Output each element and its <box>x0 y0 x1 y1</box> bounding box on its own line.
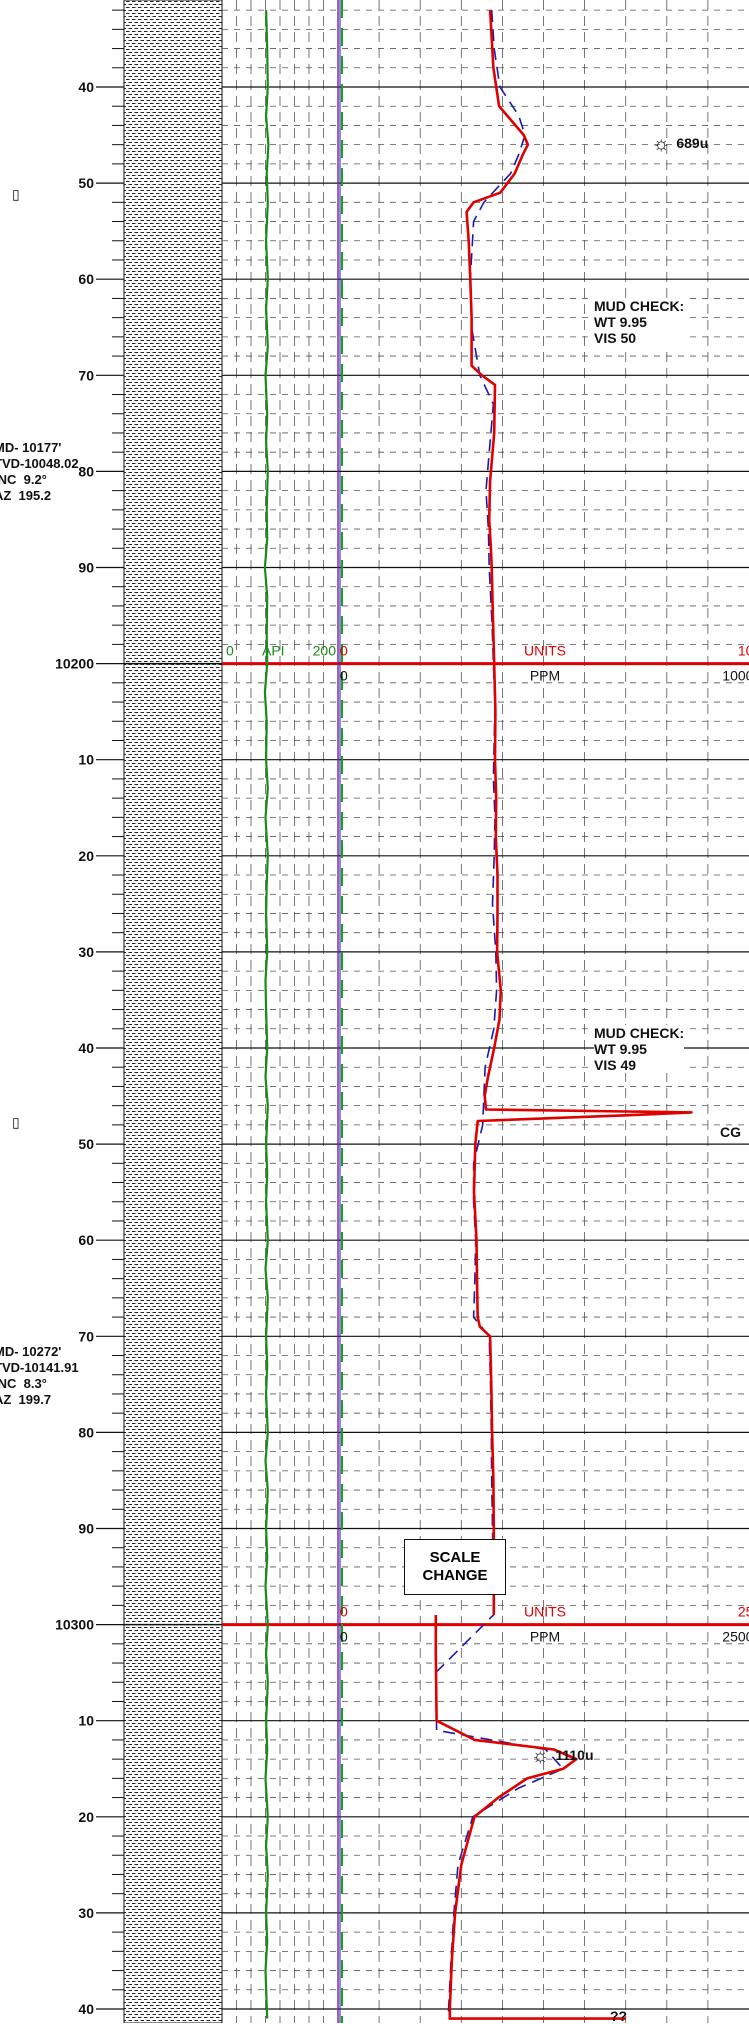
depth-label: 40 <box>78 79 94 95</box>
depth-label: 70 <box>78 1328 94 1344</box>
ppm-scale-unit: PPM <box>530 668 560 684</box>
ppm-scale-unit: PPM <box>530 1629 560 1645</box>
depth-label: 30 <box>78 944 94 960</box>
total-gas-curve <box>465 10 693 1615</box>
ppm-scale-max: 100000 <box>722 668 749 684</box>
scale-header: 0 UNITS 2500 0 PPM 250000 <box>340 1604 749 1645</box>
gas-peak-note-2: ☼ 1110u <box>531 1745 594 1767</box>
gas-scale-unit: UNITS <box>524 1604 566 1620</box>
ppm-scale-min: 0 <box>340 668 348 684</box>
depth-label: 10 <box>78 1713 94 1729</box>
gas-scale-max: 2500 <box>738 1604 749 1620</box>
depth-label: 70 <box>78 367 94 383</box>
gr-scale-min: 0 <box>226 643 234 659</box>
scale-change-box: SCALE CHANGE <box>404 1539 506 1595</box>
depth-label: 20 <box>78 848 94 864</box>
ppm-scale-max: 250000 <box>722 1629 749 1645</box>
survey-block-1: MD- 10177' TVD-10048.02 INC 9.2° AZ 195.… <box>0 440 79 503</box>
mud-check-1: MUD CHECK: WT 9.95 VIS 50 <box>594 298 685 346</box>
survey-block-2: MD- 10272' TVD-10141.91 INC 8.3° AZ 199.… <box>0 1344 79 1407</box>
cg-label: CG <box>720 1124 741 1140</box>
depth-label: 40 <box>78 1040 94 1056</box>
depth-label: 80 <box>78 1424 94 1440</box>
depth-label: 90 <box>78 1521 94 1537</box>
gas-burst-icon: ☼ <box>652 133 671 155</box>
gr-scale-max: 200 <box>313 643 337 659</box>
depth-label: 10 <box>78 752 94 768</box>
bit-mark-2: ▯ <box>12 1114 20 1130</box>
ppm-scale-min: 0 <box>340 1629 348 1645</box>
bottom-label: ?? <box>610 2008 628 2024</box>
lithology-column <box>123 0 223 2023</box>
gas-burst-icon: ☼ <box>531 1745 550 1767</box>
depth-label: 50 <box>78 1136 94 1152</box>
gamma-ray-curve <box>263 10 270 2019</box>
gas-peak-note-1: ☼ 689u <box>652 133 709 155</box>
depth-label: 30 <box>78 1905 94 1921</box>
depth-label: 10300 <box>55 1617 94 1633</box>
depth-label: 60 <box>78 1232 94 1248</box>
depth-label: 50 <box>78 175 94 191</box>
gas-scale-min: 0 <box>340 643 348 659</box>
depth-label: 60 <box>78 271 94 287</box>
depth-label: 90 <box>78 560 94 576</box>
scale-header: 0API2000UNITS10000PPM100000 <box>226 643 749 684</box>
gr-scale-unit: API <box>262 643 285 659</box>
gas-scale-unit: UNITS <box>524 643 566 659</box>
gas-scale-min: 0 <box>340 1604 348 1620</box>
total-gas-curve <box>434 1615 626 2020</box>
depth-label: 20 <box>78 1809 94 1825</box>
mud-check-2: MUD CHECK: WT 9.95 VIS 49 <box>594 1025 685 1073</box>
bit-mark-1: ▯ <box>12 186 20 202</box>
depth-label: 10200 <box>55 656 94 672</box>
depth-label: 80 <box>78 463 94 479</box>
depth-label: 40 <box>78 2001 94 2017</box>
